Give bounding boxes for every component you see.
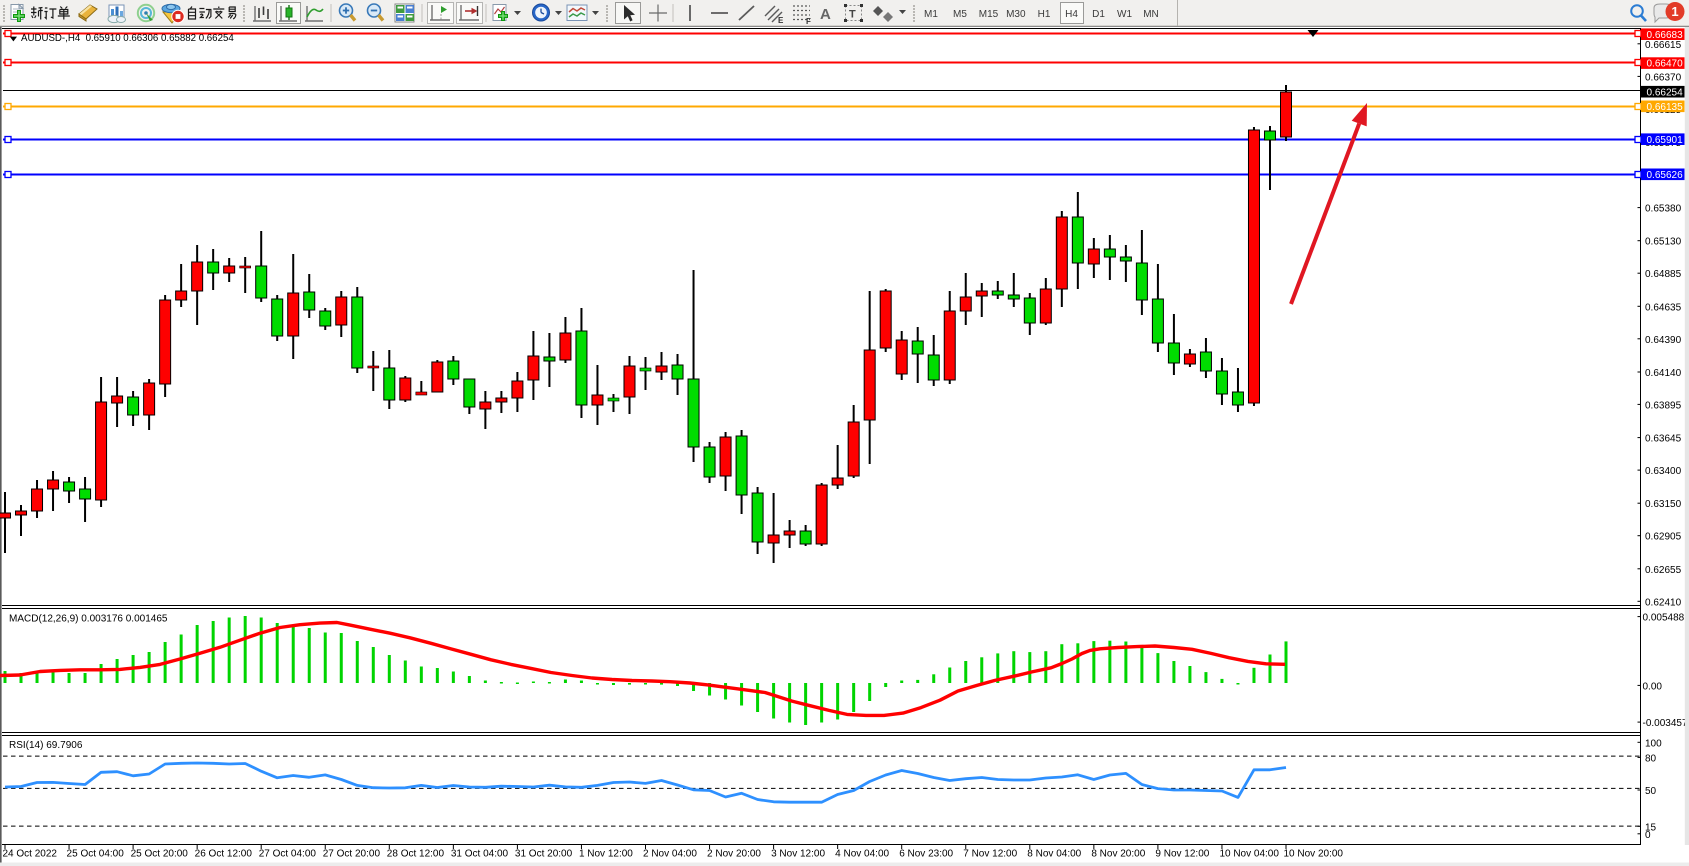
svg-text:D1: D1 <box>1092 9 1105 20</box>
svg-text:0.65380: 0.65380 <box>1645 204 1682 215</box>
svg-text:0.63150: 0.63150 <box>1645 499 1682 510</box>
svg-text:27 Oct 04:00: 27 Oct 04:00 <box>259 849 317 860</box>
svg-text:7 Nov 12:00: 7 Nov 12:00 <box>963 849 1017 860</box>
svg-text:25 Oct 20:00: 25 Oct 20:00 <box>131 849 189 860</box>
svg-text:A: A <box>820 6 831 23</box>
svg-text:H1: H1 <box>1038 9 1051 20</box>
svg-text:8 Nov 04:00: 8 Nov 04:00 <box>1027 849 1081 860</box>
svg-text:0.64885: 0.64885 <box>1645 269 1682 280</box>
svg-text:AUDUSD-,H4 0.65910 0.66306 0.: AUDUSD-,H4 0.65910 0.66306 0.65882 0.662… <box>21 33 234 44</box>
svg-text:10 Nov 20:00: 10 Nov 20:00 <box>1284 849 1344 860</box>
svg-text:50: 50 <box>1645 786 1657 797</box>
svg-text:1 Nov 12:00: 1 Nov 12:00 <box>579 849 633 860</box>
svg-text:100: 100 <box>1645 738 1662 749</box>
svg-text:2 Nov 20:00: 2 Nov 20:00 <box>707 849 761 860</box>
svg-text:0.63895: 0.63895 <box>1645 400 1682 411</box>
svg-text:0.66370: 0.66370 <box>1645 72 1682 83</box>
svg-text:0.65901: 0.65901 <box>1647 135 1684 146</box>
svg-text:H4: H4 <box>1065 9 1078 20</box>
svg-text:E: E <box>778 16 784 25</box>
svg-text:0.005488: 0.005488 <box>1643 613 1685 624</box>
svg-text:M15: M15 <box>979 9 999 20</box>
svg-text:31 Oct 04:00: 31 Oct 04:00 <box>451 849 509 860</box>
svg-text:0.63645: 0.63645 <box>1645 434 1682 445</box>
svg-text:3 Nov 12:00: 3 Nov 12:00 <box>771 849 825 860</box>
svg-text:31 Oct 20:00: 31 Oct 20:00 <box>515 849 573 860</box>
svg-text:W1: W1 <box>1117 9 1132 20</box>
svg-text:2 Nov 04:00: 2 Nov 04:00 <box>643 849 697 860</box>
svg-text:0.00: 0.00 <box>1643 681 1663 692</box>
svg-text:0.66683: 0.66683 <box>1647 30 1684 41</box>
svg-text:25 Oct 04:00: 25 Oct 04:00 <box>67 849 125 860</box>
svg-text:F: F <box>806 17 811 26</box>
svg-text:15: 15 <box>1645 822 1657 833</box>
svg-text:0.62655: 0.62655 <box>1645 565 1682 576</box>
svg-text:0.64635: 0.64635 <box>1645 302 1682 313</box>
svg-text:9 Nov 12:00: 9 Nov 12:00 <box>1155 849 1209 860</box>
svg-text:0.66254: 0.66254 <box>1647 87 1684 98</box>
svg-text:M5: M5 <box>953 9 967 20</box>
svg-text:0.66615: 0.66615 <box>1645 40 1682 51</box>
svg-text:1: 1 <box>1671 4 1678 19</box>
svg-text:M30: M30 <box>1006 9 1026 20</box>
svg-text:T: T <box>849 9 856 21</box>
svg-text:10 Nov 04:00: 10 Nov 04:00 <box>1219 849 1279 860</box>
svg-text:MN: MN <box>1143 9 1159 20</box>
svg-text:0.65130: 0.65130 <box>1645 237 1682 248</box>
svg-text:28 Oct 12:00: 28 Oct 12:00 <box>387 849 445 860</box>
svg-text:-0.003457: -0.003457 <box>1643 718 1688 729</box>
svg-text:80: 80 <box>1645 753 1657 764</box>
svg-text:6 Nov 23:00: 6 Nov 23:00 <box>899 849 953 860</box>
svg-text:RSI(14) 69.7906: RSI(14) 69.7906 <box>9 740 83 751</box>
svg-text:MACD(12,26,9) 0.003176 0.00146: MACD(12,26,9) 0.003176 0.001465 <box>9 614 168 625</box>
svg-text:0.66470: 0.66470 <box>1647 59 1684 70</box>
svg-text:26 Oct 12:00: 26 Oct 12:00 <box>195 849 253 860</box>
svg-text:0.62410: 0.62410 <box>1645 597 1682 608</box>
svg-text:4 Nov 04:00: 4 Nov 04:00 <box>835 849 889 860</box>
svg-text:8 Nov 20:00: 8 Nov 20:00 <box>1091 849 1145 860</box>
svg-text:0.65626: 0.65626 <box>1647 170 1684 181</box>
svg-text:0.64140: 0.64140 <box>1645 368 1682 379</box>
svg-text:M1: M1 <box>924 9 938 20</box>
svg-text:27 Oct 20:00: 27 Oct 20:00 <box>323 849 381 860</box>
svg-text:0.66135: 0.66135 <box>1647 102 1684 113</box>
svg-text:0: 0 <box>1645 830 1651 841</box>
svg-text:24 Oct 2022: 24 Oct 2022 <box>3 849 58 860</box>
svg-text:0.62905: 0.62905 <box>1645 532 1682 543</box>
svg-text:0.63400: 0.63400 <box>1645 466 1682 477</box>
svg-text:0.64390: 0.64390 <box>1645 335 1682 346</box>
